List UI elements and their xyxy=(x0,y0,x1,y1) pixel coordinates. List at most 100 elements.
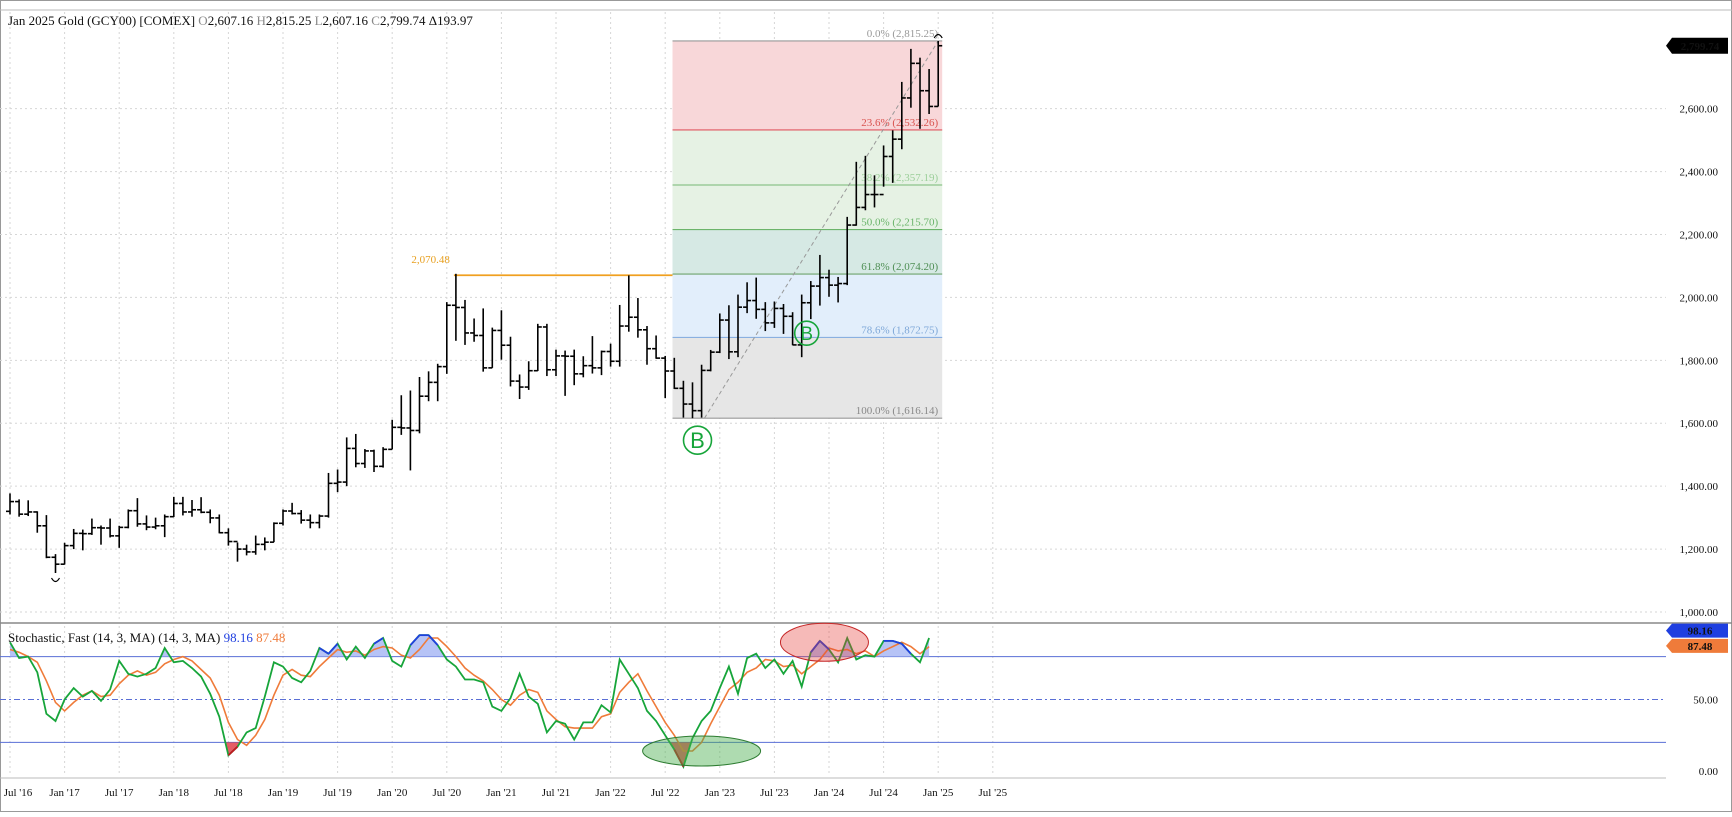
ohlc-bar xyxy=(825,269,833,297)
ohlc-bar xyxy=(524,361,533,390)
close-key: C xyxy=(371,13,380,28)
fib-level-label: 23.6% (2,532.26) xyxy=(861,117,938,129)
fib-zone xyxy=(672,274,943,338)
ohlc-bar xyxy=(306,514,315,529)
ohlc-bar xyxy=(497,310,506,360)
ohlc-bar xyxy=(151,517,160,530)
buy-signal-annotations: BB xyxy=(682,320,820,456)
price-tick-label: 2,200.00 xyxy=(1680,229,1719,241)
ohlc-bar xyxy=(379,447,388,468)
price-tick-label: 1,400.00 xyxy=(1680,481,1719,493)
ohlc-bar xyxy=(406,390,415,471)
resistance-line-group: 2,070.48 xyxy=(411,254,673,277)
ohlc-bar xyxy=(242,544,251,556)
oversold-highlight-ellipse xyxy=(642,735,762,767)
ohlc-bar xyxy=(542,323,551,377)
resistance-label: 2,070.48 xyxy=(411,254,450,266)
stochastic-tick-label: 0.00 xyxy=(1699,766,1719,778)
ohlc-bar xyxy=(570,349,579,386)
stochastic-d-value: 87.48 xyxy=(256,630,285,645)
stochastic-k-line xyxy=(9,634,930,770)
ohlc-bar xyxy=(297,510,306,524)
ohlc-bar xyxy=(333,469,342,493)
ohlc-bar xyxy=(797,294,806,358)
ohlc-bar xyxy=(734,294,742,358)
ohlc-bar xyxy=(888,130,897,183)
ohlc-bar xyxy=(706,349,715,372)
time-tick-label: Jul '25 xyxy=(979,787,1008,799)
ohlc-bar xyxy=(142,515,151,531)
price-grid xyxy=(0,12,1666,620)
ohlc-bar xyxy=(879,145,888,196)
ohlc-bar xyxy=(260,537,269,551)
ohlc-bar xyxy=(606,343,615,367)
ohlc-bar xyxy=(506,336,515,387)
ohlc-bar xyxy=(761,302,770,332)
ohlc-bar xyxy=(697,364,706,418)
ohlc-bar xyxy=(633,298,642,338)
stochastic-d-tag xyxy=(1666,638,1728,653)
ohlc-bar xyxy=(579,356,588,378)
ohlc-bar xyxy=(806,281,815,320)
ohlc-bar xyxy=(770,301,779,328)
low-value: 2,607.16 xyxy=(323,13,369,28)
stochastic-axis: 50.00 0.00 98.16 87.48 xyxy=(1666,623,1728,778)
ohlc-bar xyxy=(670,357,679,390)
ohlc-bar xyxy=(643,326,651,365)
time-tick-label: Jan '20 xyxy=(377,787,408,799)
stochastic-k-oversold-segment xyxy=(673,749,685,768)
ohlc-bar xyxy=(515,374,524,400)
open-key: O xyxy=(198,13,207,28)
ohlc-bar xyxy=(916,57,924,129)
ohlc-bar xyxy=(97,525,105,545)
ohlc-bar xyxy=(615,304,624,367)
oversold-fill xyxy=(669,742,692,767)
ohlc-bar xyxy=(351,433,360,468)
stochastic-title: Stochastic, Fast (14, 3, MA) (14, 3, MA) xyxy=(8,630,220,645)
ohlc-bar xyxy=(934,41,943,108)
ohlc-bar xyxy=(861,155,870,211)
ohlc-bar xyxy=(870,175,879,208)
price-tick-label: 2,600.00 xyxy=(1680,104,1719,116)
fib-level-label: 50.0% (2,215.70) xyxy=(861,217,938,229)
ohlc-bar xyxy=(925,69,934,114)
low-key: L xyxy=(315,13,323,28)
oversold-fill xyxy=(225,742,241,756)
last-price-tag xyxy=(1666,37,1728,54)
ohlc-bar xyxy=(388,419,397,451)
ohlc-bar xyxy=(360,449,369,468)
ohlc-bar xyxy=(6,493,14,515)
buy-signal-circle xyxy=(682,425,713,456)
ohlc-bar xyxy=(679,380,688,418)
fib-zone xyxy=(672,229,943,275)
ohlc-bar xyxy=(124,509,133,529)
time-tick-label: Jan '25 xyxy=(923,787,954,799)
stochastic-tick-label: 50.00 xyxy=(1693,695,1718,707)
ohlc-bar xyxy=(224,528,233,546)
fib-level-label: 78.6% (1,872.75) xyxy=(861,324,938,336)
time-tick-label: Jul '22 xyxy=(651,787,680,799)
swing-low-marker xyxy=(50,577,61,583)
overbought-fill xyxy=(809,640,835,657)
buy-signal-text: B xyxy=(690,428,705,453)
stochastic-k-overbought-segment xyxy=(819,640,830,651)
ohlc-bar xyxy=(69,528,78,550)
ohlc-bar xyxy=(178,496,187,516)
high-value: 2,815.25 xyxy=(266,13,312,28)
open-value: 2,607.16 xyxy=(208,13,254,28)
stochastic-k-value: 98.16 xyxy=(224,630,254,645)
ohlc-bar xyxy=(533,323,542,372)
last-price-label: 2,799.74 xyxy=(1681,41,1720,53)
time-tick-label: Jul '21 xyxy=(542,787,571,799)
ohlc-bar xyxy=(279,509,287,526)
ohlc-bar xyxy=(743,282,752,314)
ohlc-bar xyxy=(133,498,142,527)
fib-level-label: 0.0% (2,815.25) xyxy=(867,28,939,40)
time-tick-label: Jan '21 xyxy=(486,787,516,799)
stochastic-highlights xyxy=(642,622,869,767)
stochastic-k-tag-label: 98.16 xyxy=(1688,626,1713,638)
ohlc-bar xyxy=(488,327,497,369)
stochastic-d-tag-label: 87.48 xyxy=(1688,641,1713,653)
time-tick-label: Jan '19 xyxy=(268,787,299,799)
stochastic-k-overbought-segment xyxy=(409,634,421,646)
